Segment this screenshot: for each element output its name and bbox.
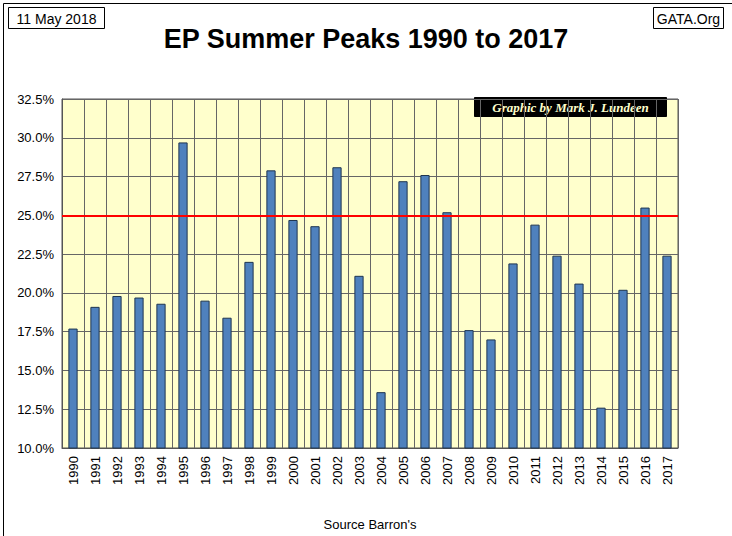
svg-text:2017: 2017 <box>660 456 675 485</box>
svg-text:1990: 1990 <box>66 456 81 485</box>
svg-text:2000: 2000 <box>286 456 301 485</box>
svg-text:Graphic by Mark J. Lundeen: Graphic by Mark J. Lundeen <box>492 100 648 115</box>
svg-text:1994: 1994 <box>154 456 169 485</box>
svg-text:2014: 2014 <box>594 456 609 485</box>
svg-text:1993: 1993 <box>132 456 147 485</box>
svg-text:2013: 2013 <box>572 456 587 485</box>
svg-text:2008: 2008 <box>462 456 477 485</box>
svg-text:2010: 2010 <box>506 456 521 485</box>
svg-text:1995: 1995 <box>176 456 191 485</box>
svg-text:1998: 1998 <box>242 456 257 485</box>
svg-text:1991: 1991 <box>88 456 103 485</box>
svg-text:2001: 2001 <box>308 456 323 485</box>
svg-text:2012: 2012 <box>550 456 565 485</box>
svg-text:22.5%: 22.5% <box>17 247 54 262</box>
svg-text:12.5%: 12.5% <box>17 402 54 417</box>
svg-text:2002: 2002 <box>330 456 345 485</box>
svg-text:1992: 1992 <box>110 456 125 485</box>
svg-text:1997: 1997 <box>220 456 235 485</box>
svg-text:2015: 2015 <box>616 456 631 485</box>
svg-text:2009: 2009 <box>484 456 499 485</box>
svg-text:1996: 1996 <box>198 456 213 485</box>
svg-text:1999: 1999 <box>264 456 279 485</box>
svg-text:2005: 2005 <box>396 456 411 485</box>
svg-text:2011: 2011 <box>528 456 543 484</box>
svg-text:EP Summer Peaks 1990 to 2017: EP Summer Peaks 1990 to 2017 <box>164 24 569 54</box>
svg-text:20.0%: 20.0% <box>17 285 54 300</box>
svg-text:30.0%: 30.0% <box>17 130 54 145</box>
svg-text:10.0%: 10.0% <box>17 441 54 456</box>
svg-text:2003: 2003 <box>352 456 367 485</box>
svg-text:2004: 2004 <box>374 456 389 485</box>
svg-text:27.5%: 27.5% <box>17 169 54 184</box>
svg-text:17.5%: 17.5% <box>17 324 54 339</box>
svg-text:32.5%: 32.5% <box>17 92 54 107</box>
svg-text:2007: 2007 <box>440 456 455 485</box>
svg-text:15.0%: 15.0% <box>17 363 54 378</box>
svg-text:11 May 2018: 11 May 2018 <box>17 11 97 27</box>
svg-text:25.0%: 25.0% <box>17 208 54 223</box>
svg-text:2006: 2006 <box>418 456 433 485</box>
svg-text:GATA.Org: GATA.Org <box>657 11 720 27</box>
svg-text:Source Barron's: Source Barron's <box>324 517 417 532</box>
svg-text:2016: 2016 <box>638 456 653 485</box>
